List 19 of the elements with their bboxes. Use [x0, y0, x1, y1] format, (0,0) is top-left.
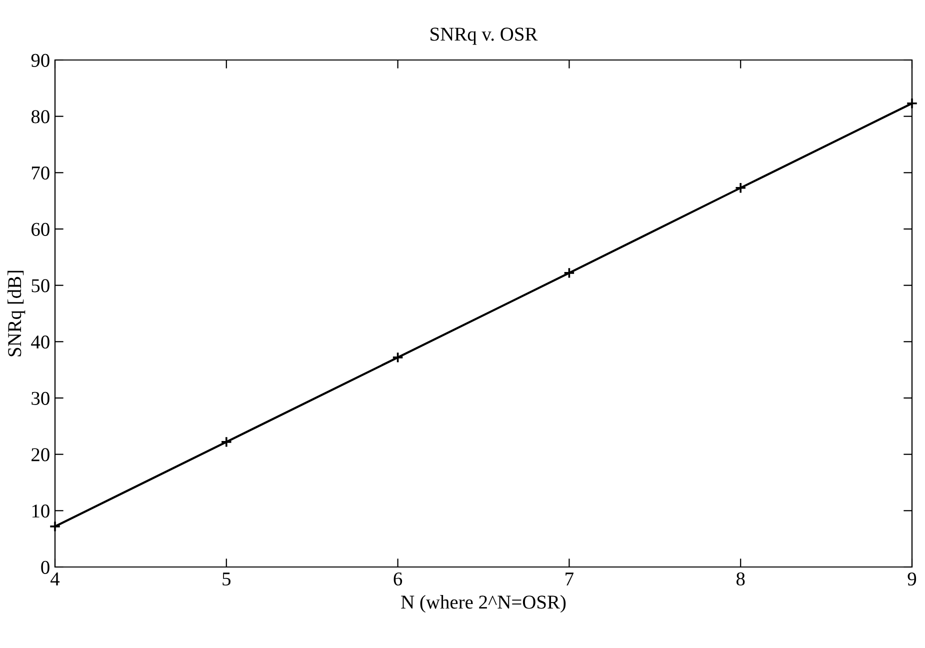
y-tick-label: 0 [41, 560, 50, 574]
x-axis-title: N (where 2^N=OSR) [401, 595, 566, 613]
y-tick-label: 10 [32, 504, 50, 518]
x-tick-label: 6 [394, 572, 402, 586]
x-tick-label: 5 [222, 572, 230, 586]
y-tick-label: 40 [31, 335, 50, 349]
y-tick-label: 30 [32, 392, 50, 405]
x-tick-label: 8 [736, 572, 745, 586]
y-axis-title: SNRq [dB] [8, 270, 26, 356]
y-tick-label: 80 [31, 110, 50, 124]
y-tick-label: 60 [32, 222, 50, 236]
y-tick-label: 70 [32, 166, 50, 180]
x-tick-label: 4 [50, 572, 60, 586]
y-tick-label: 90 [31, 54, 50, 67]
y-tick-label: 20 [32, 448, 50, 462]
chart-title: SNRq v. OSR [430, 28, 538, 45]
x-tick-label: 7 [566, 572, 574, 586]
x-tick-label: 9 [908, 572, 916, 586]
y-tick-label: 50 [32, 279, 50, 292]
